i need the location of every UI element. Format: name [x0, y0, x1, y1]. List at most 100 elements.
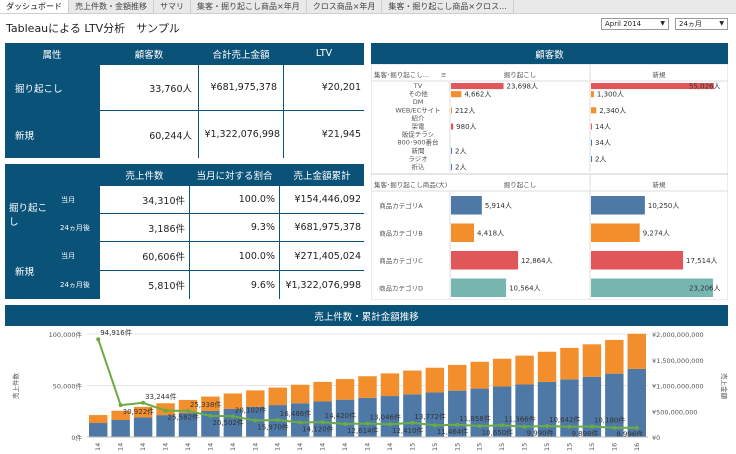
- x-tick-label: 14: [274, 443, 282, 451]
- sales-retention-table: 売上件数 当月に対する割合 売上金額累計 掘り起こし 当月 34,310件 10…: [5, 164, 364, 299]
- x-tick-label: 14: [341, 443, 349, 451]
- sheet-tab[interactable]: サマリ: [154, 0, 191, 13]
- bar: [591, 251, 684, 270]
- category-label: ラジオ: [408, 155, 427, 163]
- point-label: 15,970件: [257, 423, 289, 432]
- bar-new: [335, 399, 355, 437]
- sales-count-point: [432, 423, 437, 428]
- bar: [451, 278, 507, 297]
- category-label: 商品カテゴリA: [379, 201, 423, 210]
- bar: [451, 91, 462, 98]
- data-label: 1,300人: [597, 91, 624, 99]
- point-label: 10,180件: [594, 416, 626, 425]
- dropdown-arrow-icon: ▼: [660, 20, 665, 27]
- ltv-value: ¥21,945: [284, 111, 364, 158]
- bar: [591, 278, 713, 297]
- sales-count-point: [545, 424, 550, 429]
- sales-count-point: [387, 422, 392, 427]
- y2-tick-label: ¥2,000,000,000: [652, 331, 704, 339]
- x-tick-label: 16: [633, 443, 641, 451]
- x-tick-label: 14: [94, 443, 102, 451]
- dropdown-arrow-icon: ▼: [719, 20, 724, 27]
- bar-new: [492, 386, 512, 437]
- bar-new: [290, 403, 310, 437]
- category-label: 新聞: [412, 146, 425, 155]
- x-tick-label: 15: [588, 443, 596, 451]
- month-filter-select[interactable]: April 2014 ▼: [601, 18, 669, 30]
- data-label: 34人: [595, 139, 611, 147]
- category-label: 架電: [412, 123, 426, 131]
- bar-new: [358, 397, 377, 437]
- x-tick-label: 15: [408, 443, 416, 451]
- sub-label-current: 当月: [61, 252, 75, 260]
- sales-count-point: [365, 421, 370, 426]
- sales-count-point: [410, 420, 415, 425]
- col-header-total-sales: 合計売上金額: [212, 49, 270, 61]
- point-label: 16,486件: [280, 409, 312, 418]
- sheet-tab[interactable]: ダッシュボード: [0, 0, 69, 13]
- point-label: 12,410件: [392, 426, 424, 435]
- data-label: 212人: [455, 107, 475, 115]
- x-tick-label: 14: [162, 443, 170, 451]
- sales-count-point: [567, 424, 572, 429]
- sales-count-point: [634, 425, 639, 430]
- sales-count-point: [118, 403, 123, 408]
- y-tick-label: 0件: [71, 433, 82, 442]
- ltv-summary-table: 属性 顧客数 合計売上金額 LTV 掘り起こし 33,760人 ¥681,975…: [5, 43, 364, 158]
- bar-dig: [178, 399, 198, 414]
- x-tick-label: 14: [296, 443, 304, 451]
- data-label: 10,250人: [648, 202, 680, 210]
- bar: [451, 123, 454, 130]
- bar: [451, 251, 519, 270]
- sheet-tab[interactable]: 集客・掘り起こし商品×年月: [191, 0, 307, 13]
- x-tick-label: 15: [521, 443, 529, 451]
- point-label: 14,120件: [302, 424, 334, 433]
- bar-new: [515, 384, 534, 437]
- customers-panel-title: 顧客数: [371, 43, 728, 64]
- category-label: 800･900番台: [397, 138, 438, 147]
- bar: [591, 123, 592, 130]
- bar-dig: [582, 344, 602, 377]
- bar-new: [605, 373, 624, 437]
- bar-dig: [335, 379, 355, 400]
- sales-count-point: [343, 422, 348, 427]
- point-label: 8,996件: [616, 430, 643, 439]
- trend-combo-chart: 100,000件 50,000件 0件 ¥2,000,000,000 ¥1,500,00…: [5, 326, 729, 454]
- sales-count-point: [163, 408, 168, 413]
- customers-value: 33,760人: [100, 65, 198, 110]
- bar-new: [111, 420, 130, 437]
- category-label: 商品カテゴリC: [379, 256, 423, 265]
- data-label: 4,418人: [477, 229, 504, 237]
- y2-axis-label: 売上金額: [720, 373, 729, 400]
- bar-dig: [313, 381, 332, 402]
- data-label: 5,914人: [485, 202, 512, 210]
- group-label-new: 新規: [15, 266, 35, 278]
- sheet-tab[interactable]: 集客・掘り起こし商品×クロス...: [382, 0, 514, 13]
- period-filter-select[interactable]: 24ヵ月 ▼: [675, 18, 728, 30]
- col-header-sales-count: 売上件数: [125, 170, 164, 182]
- bar-dig: [246, 390, 265, 407]
- sheet-tab[interactable]: 売上件数・金額推移: [69, 0, 154, 13]
- cumulative-sales-value: ¥1,322,076,998: [280, 271, 364, 299]
- sales-count-point: [589, 424, 594, 429]
- sales-count-point: [141, 400, 146, 405]
- ltv-value: ¥20,201: [284, 65, 364, 110]
- sheet-tab[interactable]: クロス商品×年月: [307, 0, 383, 13]
- sales-count-point: [230, 414, 235, 419]
- bar: [451, 223, 475, 242]
- x-tick-label: 15: [476, 443, 484, 451]
- bar: [591, 139, 592, 146]
- bar-dig: [537, 351, 557, 382]
- sales-count-value: 5,810件: [100, 271, 189, 299]
- sales-count-point: [477, 424, 482, 429]
- point-label: 30,922件: [123, 407, 155, 416]
- x-tick-label: 15: [543, 443, 551, 451]
- point-label: 11,464件: [437, 427, 469, 436]
- bar: [451, 83, 504, 90]
- x-tick-label: 14: [364, 443, 372, 451]
- category-label: 商品カテゴリD: [379, 283, 423, 292]
- col-label: 新規: [653, 180, 667, 189]
- y2-tick-label: ¥0: [652, 434, 660, 442]
- point-label: 94,916件: [100, 328, 132, 337]
- x-tick-label: 14: [386, 443, 394, 451]
